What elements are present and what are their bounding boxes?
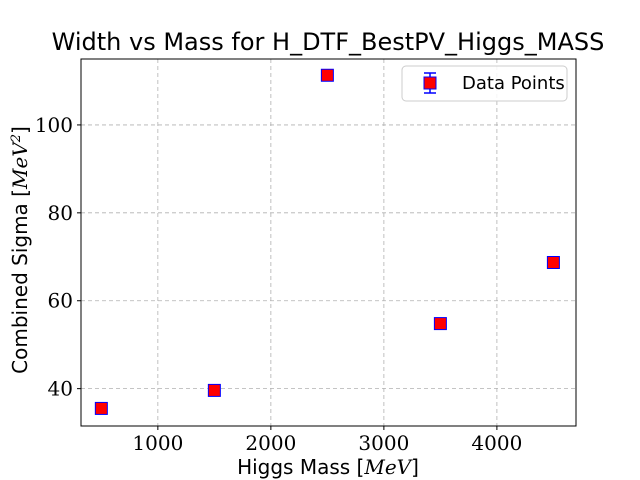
data-point <box>94 401 108 415</box>
y-axis-label-prefix: Combined Sigma [ <box>8 189 32 374</box>
x-tick-label: 3000 <box>358 431 409 455</box>
x-axis-label-unit: MeV <box>363 455 413 479</box>
data-marks <box>94 68 560 415</box>
y-tick-label: 80 <box>48 201 73 225</box>
y-axis-label: Combined Sigma [MeV2] <box>8 126 32 374</box>
y-tick-label: 100 <box>35 113 73 137</box>
x-tick-label: 1000 <box>132 431 183 455</box>
axis-ticks: 1000 2000 3000 4000 40 60 80 100 <box>35 113 523 455</box>
data-point <box>546 255 560 269</box>
x-tick-label: 4000 <box>471 431 522 455</box>
chart-title: Width vs Mass for H_DTF_BestPV_Higgs_MAS… <box>52 28 605 56</box>
legend-frame <box>401 65 568 102</box>
data-point <box>207 383 221 397</box>
data-marker-square <box>433 317 447 331</box>
x-tick-label: 2000 <box>245 431 296 455</box>
x-axis-label-suffix: ] <box>411 455 419 479</box>
x-axis-label-prefix: Higgs Mass [ <box>237 455 364 479</box>
y-axis-label-suffix: ] <box>8 126 32 134</box>
legend: Data Points <box>401 65 568 102</box>
legend-marker-square <box>423 76 437 90</box>
y-axis-label-unit: MeV <box>8 140 32 190</box>
y-tick-label: 40 <box>48 377 73 401</box>
y-tick-label: 60 <box>48 289 73 313</box>
x-axis-label: Higgs Mass [MeV] <box>237 455 419 479</box>
data-marker-square <box>207 383 221 397</box>
data-point <box>320 68 334 82</box>
grid-lines <box>81 59 576 426</box>
plot-frame <box>80 58 577 427</box>
data-point <box>433 317 447 331</box>
y-axis-label-exponent: 2 <box>9 134 24 143</box>
data-marker-square <box>546 255 560 269</box>
data-marker-square <box>320 68 334 82</box>
data-marker-square <box>94 401 108 415</box>
legend-label-data-points: Data Points <box>462 73 565 94</box>
